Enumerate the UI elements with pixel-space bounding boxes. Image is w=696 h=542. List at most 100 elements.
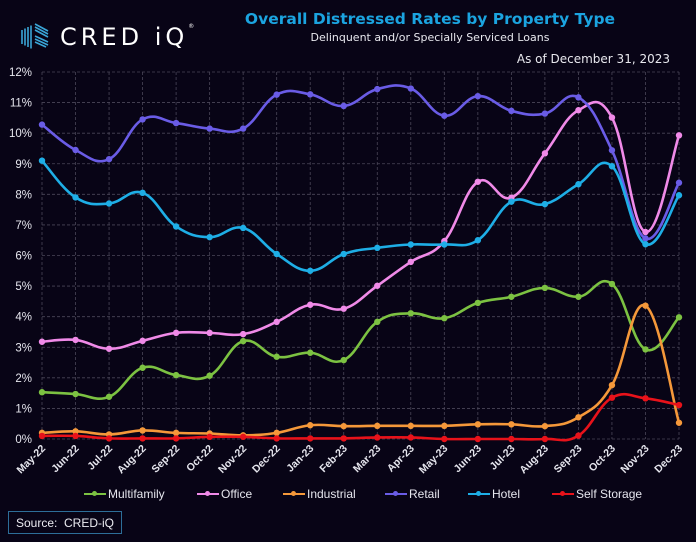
point-multifamily xyxy=(38,389,46,396)
point-industrial xyxy=(608,381,616,389)
point-industrial xyxy=(407,422,414,430)
x-tick-label: Dec-22 xyxy=(250,443,283,476)
point-hotel xyxy=(675,192,683,199)
point-hotel xyxy=(575,181,582,188)
point-industrial xyxy=(575,414,582,421)
point-retail xyxy=(474,92,482,100)
y-tick-label: 8% xyxy=(15,189,32,201)
point-office xyxy=(105,345,113,352)
y-tick-label: 10% xyxy=(9,128,32,140)
point-hotel xyxy=(642,240,649,248)
point-retail xyxy=(307,91,314,98)
point-retail xyxy=(139,116,146,123)
point-retail xyxy=(38,121,46,128)
point-hotel xyxy=(508,198,515,205)
legend-label: Self Storage xyxy=(576,487,643,501)
point-self-storage xyxy=(105,435,113,442)
as-of-date: As of December 31, 2023 xyxy=(516,52,670,66)
point-multifamily xyxy=(72,390,79,398)
x-axis-ticks: May-22 Jun-22 Jul-22 Aug-22 Sep-22 Oct-22 Nov-… xyxy=(14,443,685,477)
x-tick-label: May-22 xyxy=(14,443,48,477)
point-multifamily xyxy=(541,284,549,292)
series-retail xyxy=(38,84,683,242)
point-self-storage xyxy=(206,433,213,441)
point-office xyxy=(307,301,314,308)
y-axis-ticks: 0% 1% 2% 3% 4% 5% 6% 7% 8% 9% 10% 11% 12% xyxy=(9,67,32,446)
point-retail xyxy=(172,119,180,127)
point-self-storage xyxy=(172,435,180,442)
x-tick-label: Dec-23 xyxy=(652,443,685,476)
legend-swatch-industrial xyxy=(283,491,305,496)
line-self-storage xyxy=(41,392,680,442)
point-office xyxy=(172,329,180,337)
legend-item-hotel: Hotel xyxy=(468,487,520,501)
point-hotel xyxy=(105,200,113,207)
point-hotel xyxy=(307,267,314,274)
point-retail xyxy=(675,179,683,186)
x-tick-label: Sep-23 xyxy=(552,443,585,476)
series-lines xyxy=(38,84,683,443)
x-tick-label: Oct-22 xyxy=(184,443,216,475)
point-hotel xyxy=(273,250,280,258)
chart-title: Overall Distressed Rates by Property Typ… xyxy=(244,10,616,28)
point-retail xyxy=(374,85,381,93)
x-tick-label: Jul-23 xyxy=(488,443,518,473)
point-self-storage xyxy=(239,433,247,441)
legend-swatch-office xyxy=(197,491,219,496)
point-office xyxy=(38,338,46,345)
x-tick-label: Jul-22 xyxy=(85,443,115,473)
x-tick-label: Oct-23 xyxy=(586,443,618,475)
legend-label: Multifamily xyxy=(108,487,165,501)
x-tick-label: Jan-23 xyxy=(284,443,316,475)
source-box: Source: CRED-iQ xyxy=(8,511,122,534)
x-tick-label: Aug-23 xyxy=(517,443,551,477)
legend-label: Industrial xyxy=(307,487,356,501)
point-self-storage xyxy=(38,432,46,440)
point-retail xyxy=(608,147,616,154)
y-tick-label: 3% xyxy=(15,342,32,354)
point-office xyxy=(374,282,381,289)
point-industrial xyxy=(541,422,549,430)
legend-item-industrial: Industrial xyxy=(283,487,356,501)
point-hotel xyxy=(239,224,247,232)
point-hotel xyxy=(340,250,347,258)
point-hotel xyxy=(139,189,146,197)
point-office xyxy=(239,330,247,338)
point-self-storage xyxy=(541,435,549,443)
x-tick-label: May-23 xyxy=(417,443,451,477)
point-self-storage xyxy=(307,435,314,442)
line-retail xyxy=(41,84,681,240)
point-self-storage xyxy=(474,435,482,443)
point-industrial xyxy=(273,429,280,437)
point-multifamily xyxy=(307,349,314,356)
point-industrial xyxy=(340,422,347,430)
point-multifamily xyxy=(139,364,146,371)
y-tick-label: 6% xyxy=(15,251,32,263)
legend-swatch-self-storage xyxy=(552,491,574,496)
point-self-storage xyxy=(575,432,582,439)
point-industrial xyxy=(508,421,515,428)
y-tick-label: 1% xyxy=(15,403,32,415)
point-industrial xyxy=(642,302,649,309)
point-retail xyxy=(441,112,448,119)
legend-label: Office xyxy=(221,487,253,501)
legend-item-retail: Retail xyxy=(385,487,440,501)
point-hotel xyxy=(608,162,616,170)
point-retail xyxy=(541,110,549,117)
point-multifamily xyxy=(642,346,649,353)
point-industrial xyxy=(441,422,448,430)
y-tick-label: 11% xyxy=(10,98,32,110)
point-multifamily xyxy=(374,318,381,326)
point-self-storage xyxy=(340,435,347,442)
point-hotel xyxy=(206,233,213,241)
x-tick-label: Jun-22 xyxy=(49,443,82,476)
line-hotel xyxy=(41,159,681,273)
point-industrial xyxy=(307,422,314,429)
y-tick-label: 9% xyxy=(15,159,32,171)
point-multifamily xyxy=(608,280,616,288)
point-self-storage xyxy=(608,394,616,401)
x-tick-label: Aug-22 xyxy=(115,443,149,477)
point-self-storage xyxy=(441,435,448,443)
y-tick-label: 2% xyxy=(15,373,32,385)
point-office xyxy=(139,337,146,345)
